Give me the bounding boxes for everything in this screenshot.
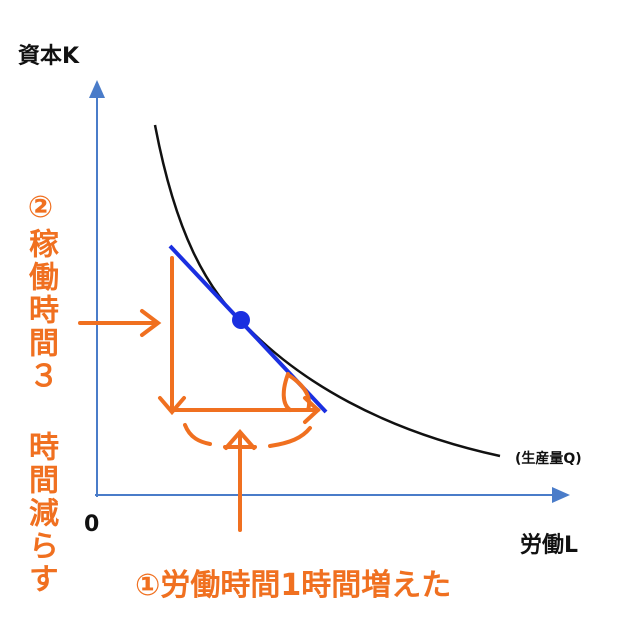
bottom-annotation: ①労働時間1時間増えた [135,568,452,603]
left-annotation: ②稼働時間３ 時間減らす [23,190,58,596]
x-axis-label: 労働L [520,533,579,558]
tangent-point [232,311,250,329]
curve-label: (生産量Q) [515,451,582,467]
orange-marks [78,256,321,532]
y-axis-label: 資本K [18,44,80,69]
isoquant-curve [153,124,501,458]
origin-label: 0 [84,512,100,537]
